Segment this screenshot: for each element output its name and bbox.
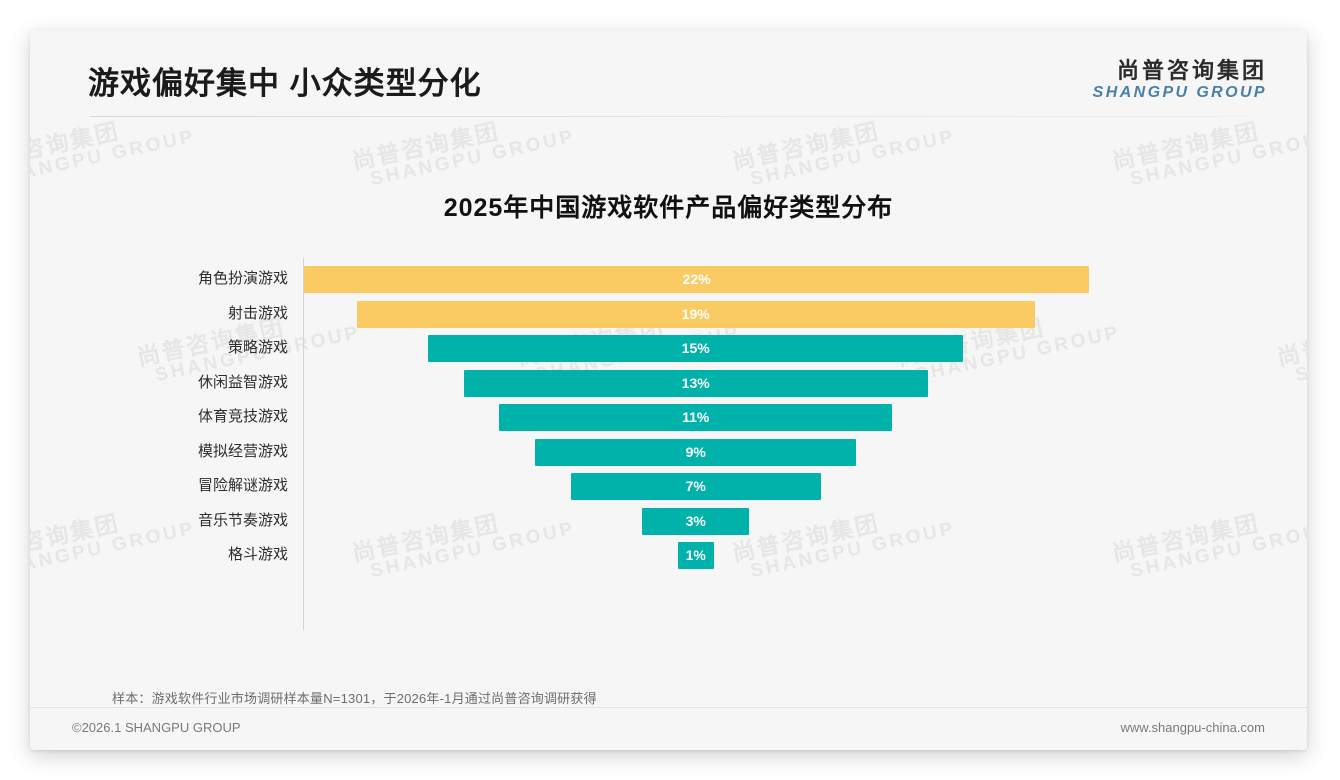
brand-logo-en: SHANGPU GROUP — [1092, 84, 1267, 102]
footer-copyright: ©2026.1 SHANGPU GROUP — [72, 720, 241, 735]
bar-category-label: 策略游戏 — [227, 339, 288, 356]
bar-value-label: 11% — [682, 409, 710, 425]
category-axis-line — [303, 258, 304, 630]
chart-bar-row: 休闲益智游戏 13% — [30, 366, 1307, 401]
chart-bar[interactable] — [356, 300, 1035, 328]
chart-bar-row: 角色扮演游戏 22% — [30, 262, 1307, 297]
chart-bar[interactable] — [499, 404, 893, 431]
title-divider — [90, 116, 1250, 117]
bar-category-label: 模拟经营游戏 — [197, 442, 288, 460]
sample-footnote: 样本：游戏软件行业市场调研样本量N=1301，于2026年-1月通过尚普咨询调研… — [112, 691, 597, 706]
chart-bar[interactable] — [677, 542, 714, 569]
bar-value-label: 1% — [685, 547, 706, 563]
bar-value-label: 22% — [682, 271, 711, 287]
chart-bar-row: 体育竞技游戏 11% — [30, 400, 1307, 435]
bar-value-label: 13% — [681, 374, 710, 391]
chart-plot: 角色扮演游戏 22% 射击游戏 19% 策略游戏 15% 休闲益智游戏 13% 体育竞技游戏 11… — [30, 258, 1307, 630]
bar-value-label: 19% — [681, 305, 710, 322]
chart-bar[interactable] — [427, 335, 964, 362]
brand-logo-cn: 尚普咨询集团 — [1116, 58, 1267, 83]
bar-value-label: 9% — [685, 443, 706, 460]
chart-bar-row: 音乐节奏游戏 3% — [30, 504, 1307, 539]
chart-bar-row: 冒险解谜游戏 7% — [30, 469, 1307, 504]
bar-category-label: 音乐节奏游戏 — [197, 511, 288, 529]
chart-bar-row: 射击游戏 19% — [30, 297, 1307, 332]
chart-bar[interactable] — [463, 369, 928, 397]
brand-logo: 尚普咨询集团 SHANGPU GROUP — [1093, 58, 1267, 102]
bar-category-label: 体育竞技游戏 — [197, 408, 288, 425]
chart-bar[interactable] — [535, 438, 857, 466]
slide-canvas: 尚普咨询集团 SHANGPU GROUP 尚普咨询集团 SHANGPU GROUP 尚普… — [30, 30, 1307, 750]
slide-header: 游戏偏好集中 小众类型分化 尚普咨询集团 SHANGPU GROUP — [30, 30, 1307, 122]
bar-category-label: 休闲益智游戏 — [197, 373, 288, 391]
chart-bar-row: 模拟经营游戏 9% — [30, 435, 1307, 470]
bar-value-label: 3% — [685, 512, 706, 529]
slide-footer: ©2026.1 SHANGPU GROUP www.shangpu-china.… — [30, 707, 1307, 750]
chart-bar-row: 格斗游戏 1% — [30, 538, 1307, 573]
page-title: 游戏偏好集中 小众类型分化 — [88, 66, 482, 101]
bar-category-label: 角色扮演游戏 — [197, 270, 288, 287]
chart-title: 2025年中国游戏软件产品偏好类型分布 — [443, 194, 894, 222]
chart-area: 2025年中国游戏软件产品偏好类型分布 角色扮演游戏 22% 射击游戏 19% 策略游戏… — [30, 130, 1307, 690]
bar-value-label: 7% — [685, 478, 706, 494]
chart-bar[interactable] — [570, 473, 821, 500]
footer-website[interactable]: www.shangpu-china.com — [1120, 720, 1265, 735]
bar-category-label: 射击游戏 — [227, 304, 288, 322]
bar-value-label: 15% — [681, 340, 710, 356]
bar-category-label: 格斗游戏 — [227, 546, 288, 563]
chart-bar-row: 策略游戏 15% — [30, 331, 1307, 366]
chart-bar[interactable] — [642, 507, 750, 535]
chart-bar[interactable] — [304, 266, 1090, 293]
bar-category-label: 冒险解谜游戏 — [197, 477, 288, 494]
